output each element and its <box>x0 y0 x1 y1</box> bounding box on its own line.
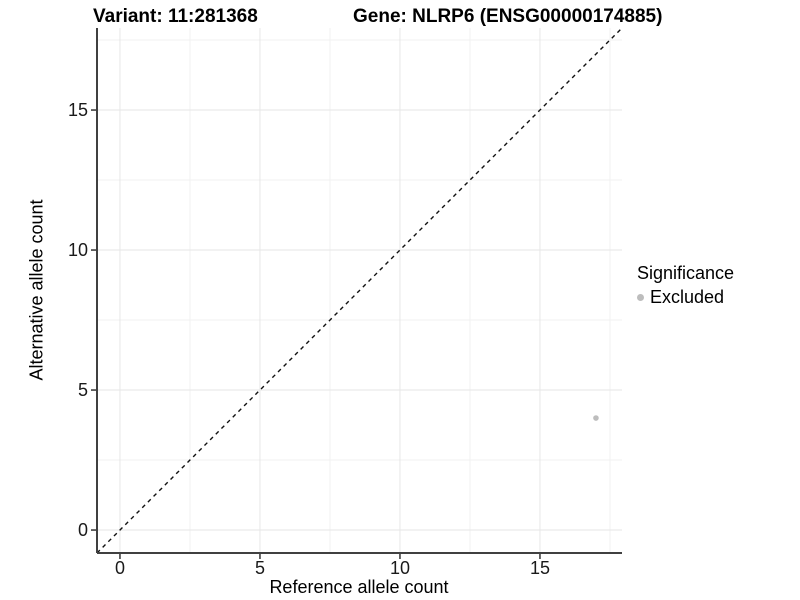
y-tick-label: 10 <box>67 240 88 261</box>
y-axis-title: Alternative allele count <box>26 199 47 381</box>
x-axis-title: Reference allele count <box>269 577 449 597</box>
legend-point-icon <box>637 294 644 301</box>
x-tick-label: 0 <box>114 558 125 578</box>
y-tick-label: 15 <box>67 100 88 121</box>
legend-items: Excluded <box>637 287 734 308</box>
y-tick-label: 5 <box>77 380 88 401</box>
identity-reference-line <box>96 27 623 554</box>
y-tick-label: 0 <box>77 520 88 541</box>
x-tick-label: 5 <box>254 558 265 578</box>
legend: Significance Excluded <box>637 263 734 308</box>
data-point <box>593 415 599 421</box>
x-tick-label: 10 <box>389 558 410 578</box>
legend-item: Excluded <box>637 287 734 308</box>
legend-item-label: Excluded <box>650 287 725 307</box>
gene-title: Gene: NLRP6 (ENSG00000174885) <box>353 6 663 27</box>
legend-title: Significance <box>637 263 735 283</box>
variant-title: Variant: 11:281368 <box>93 6 258 27</box>
x-tick-label: 15 <box>529 558 550 578</box>
